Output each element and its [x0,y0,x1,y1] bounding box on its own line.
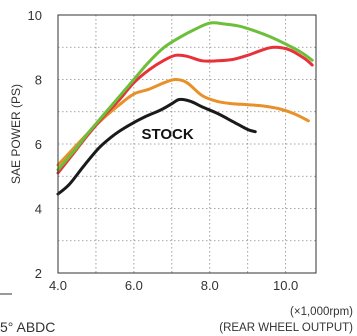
x-axis-note: (REAR WHEEL OUTPUT) [219,322,353,334]
y-tick-label: 4 [35,202,42,217]
x-tick-label: 6.0 [125,278,143,293]
series-lines [56,21,314,196]
plot-area [56,14,317,274]
x-tick-labels: 4.0 6.0 8.0 10.0 [49,278,298,293]
y-tick-label: 6 [35,137,42,152]
y-tick-label: 10 [28,8,42,23]
x-tick-label: 4.0 [49,278,67,293]
series-line-4 [56,21,314,172]
y-tick-label: 8 [35,73,42,88]
x-axis-unit: (×1,000rpm) [290,306,353,318]
y-tick-label: 2 [35,266,42,281]
annotations: STOCK [141,126,193,143]
x-tick-label: 8.0 [201,278,219,293]
y-tick-labels: 2 4 6 8 10 [28,8,42,281]
corner-caption: 5° ABDC [0,319,55,335]
series-label: STOCK [141,126,193,143]
y-axis-label: SAE POWER (PS) [9,84,23,184]
gridlines [58,15,316,273]
series-line-1 [56,97,257,196]
plot-frame [57,14,317,274]
x-tick-label: 10.0 [273,278,298,293]
